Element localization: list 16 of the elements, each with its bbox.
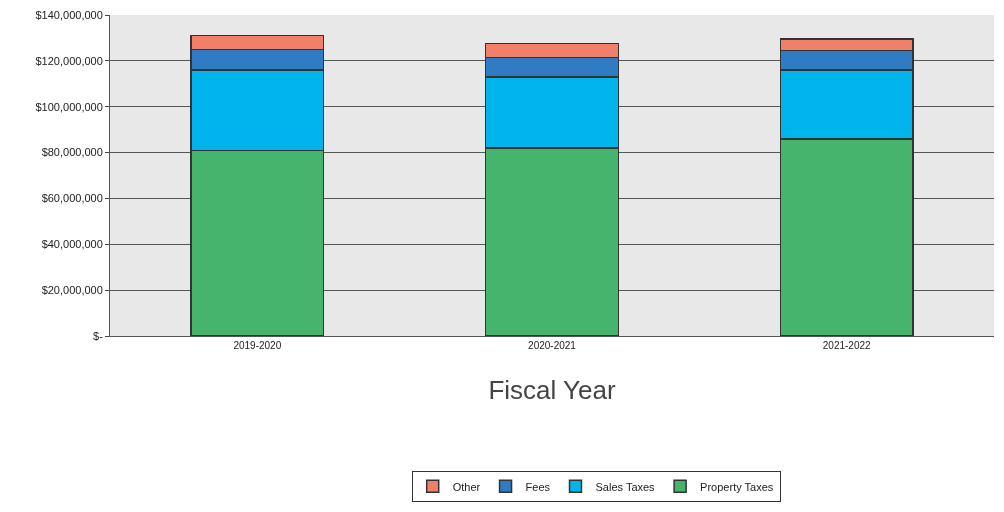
- x-axis-title: Fiscal Year: [488, 374, 616, 405]
- x-tick-label: 2020-2021: [528, 340, 577, 351]
- y-tick-label: $-: [93, 329, 104, 342]
- y-tick-label: $140,000,000: [35, 8, 103, 21]
- y-tick-label: $100,000,000: [35, 100, 103, 113]
- legend-label: Sales Taxes: [595, 480, 656, 493]
- x-tick-label: 2021-2022: [822, 340, 872, 351]
- y-tick-label: $40,000,000: [41, 238, 103, 251]
- y-tick-label: $20,000,000: [41, 283, 103, 296]
- legend-label: Property Taxes: [700, 480, 774, 493]
- legend-label: Other: [452, 480, 481, 493]
- y-tick-label: $80,000,000: [41, 146, 103, 159]
- x-tick-label: 2019-2020: [233, 340, 282, 351]
- y-tick-label: $120,000,000: [35, 54, 103, 67]
- legend-label: Fees: [525, 480, 551, 493]
- y-tick-label: $60,000,000: [41, 192, 103, 205]
